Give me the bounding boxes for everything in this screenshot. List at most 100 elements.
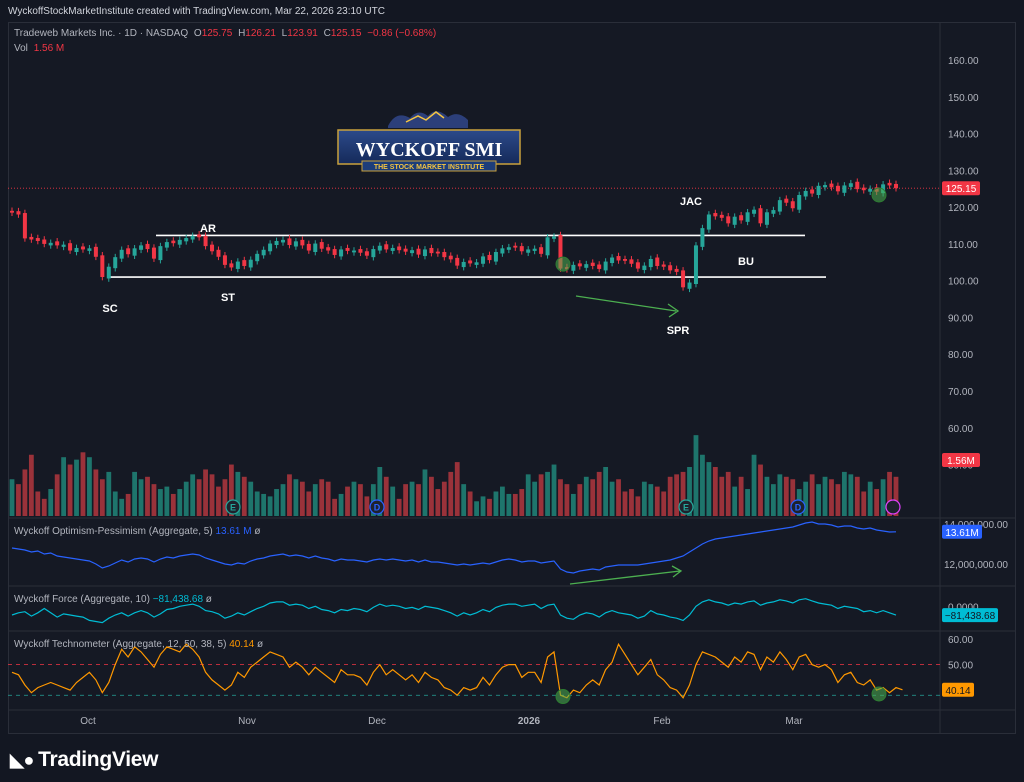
dividend-marker-circle[interactable]	[369, 499, 385, 515]
volume-bar	[693, 435, 699, 516]
candle-body	[397, 246, 402, 251]
candle-body	[242, 260, 247, 266]
candle-body	[745, 212, 750, 222]
volume-bar	[235, 471, 241, 516]
candle-body	[442, 252, 447, 258]
candle-body	[68, 243, 73, 251]
volume-bar	[138, 479, 144, 516]
techno-indicator-label[interactable]: Wyckoff Technometer (Aggregate, 12, 50, …	[14, 639, 227, 650]
volume-bar	[519, 489, 525, 516]
volume-bar	[325, 481, 331, 516]
volume-badge-bg	[942, 453, 980, 467]
volume-bar	[712, 467, 718, 516]
volume-bar	[745, 489, 750, 516]
candle-body	[139, 245, 144, 250]
volume-bar	[222, 479, 228, 516]
symbol-name[interactable]: Tradeweb Markets Inc. · 1D · NASDAQ	[14, 28, 189, 39]
price-tick-label: 110.00	[948, 240, 978, 251]
candle-body	[87, 248, 92, 251]
volume-bar	[383, 476, 389, 516]
annotation-sc: SC	[102, 303, 117, 315]
candle-body	[403, 248, 408, 252]
volume-bar	[809, 474, 815, 516]
candle-body	[216, 249, 221, 257]
techno-visibility-icon[interactable]: ø	[257, 639, 264, 650]
techno-indicator-value: 40.14	[229, 639, 255, 650]
volume-bar	[351, 481, 357, 516]
candle-body	[790, 201, 795, 209]
time-axis-label: Dec	[368, 716, 386, 727]
candle-body	[164, 242, 169, 248]
candle-body	[351, 250, 356, 253]
candle-body	[42, 239, 47, 244]
candle-body	[158, 246, 163, 261]
volume-bar	[99, 479, 105, 516]
volume-bar	[758, 464, 763, 516]
candle-body	[461, 261, 466, 268]
techno-badge-bg	[942, 682, 974, 697]
dividend-marker: D	[795, 503, 802, 513]
earnings-marker-circle[interactable]	[678, 499, 694, 515]
time-axis-label: Feb	[653, 716, 671, 727]
candle-body	[603, 261, 608, 271]
volume-bar	[771, 484, 776, 516]
op-visibility-icon[interactable]: ø	[254, 526, 261, 537]
earnings-marker-circle[interactable]	[225, 499, 241, 515]
force-visibility-icon[interactable]: ø	[205, 594, 212, 605]
candle-body	[364, 251, 369, 256]
volume-bar	[274, 489, 279, 516]
volume-bar	[816, 484, 821, 516]
tradingview-logo-icon: ◣●	[10, 750, 35, 770]
price-tick-label: 70.00	[948, 387, 973, 398]
candle-body	[687, 282, 692, 289]
candle-body	[145, 243, 150, 250]
dividend-marker-circle[interactable]	[790, 499, 806, 515]
candle-body	[22, 213, 27, 239]
volume-bar	[661, 491, 667, 516]
volume-bar	[732, 486, 738, 516]
volume-bar	[312, 484, 318, 516]
candle-body	[577, 263, 582, 267]
techno-tick-label: 60.00	[948, 635, 973, 646]
low-label: L	[281, 28, 288, 39]
candle-body	[597, 264, 602, 269]
techno-line	[11, 642, 903, 699]
candle-body	[268, 243, 273, 252]
volume-bar	[358, 484, 363, 516]
candle-body	[306, 243, 311, 251]
volume-bar	[538, 474, 544, 516]
op-indicator-legend: Wyckoff Optimism-Pessimism (Aggregate, 5…	[14, 526, 260, 538]
volume-bar	[338, 493, 344, 516]
volume-bar	[783, 476, 789, 516]
volume-bar	[777, 474, 783, 516]
volume-bar	[190, 474, 196, 516]
op-indicator-label[interactable]: Wyckoff Optimism-Pessimism (Aggregate, 5…	[14, 526, 213, 537]
volume-bar	[570, 493, 576, 516]
volume-bar	[248, 481, 254, 516]
spring-arrow	[575, 295, 680, 318]
volume-bar	[377, 467, 383, 516]
candle-body	[519, 246, 524, 252]
volume-bar	[216, 486, 221, 516]
candle-body	[816, 185, 821, 196]
candle-body	[113, 257, 118, 269]
volume-bar	[822, 476, 828, 516]
candle-body	[571, 264, 576, 271]
price-tick-label: 80.00	[948, 350, 973, 361]
volume-bar	[616, 479, 621, 516]
volume-bar	[151, 484, 157, 516]
tradingview-brand[interactable]: ◣● TradingView	[10, 748, 158, 772]
techno-indicator-legend: Wyckoff Technometer (Aggregate, 12, 50, …	[14, 639, 263, 651]
volume-bar	[441, 481, 447, 516]
candle-body	[416, 248, 421, 255]
force-indicator-label[interactable]: Wyckoff Force (Aggregate, 10)	[14, 594, 150, 605]
split-marker-icon[interactable]	[885, 499, 901, 515]
earnings-marker: E	[230, 503, 236, 513]
volume-bar	[512, 493, 518, 516]
logo-title: WYCKOFF SMI	[356, 139, 503, 161]
candle-body	[584, 264, 589, 268]
volume-bar	[564, 484, 570, 516]
chart-credit: WyckoffStockMarketInstitute created with…	[8, 6, 385, 17]
volume-bar	[35, 491, 41, 516]
